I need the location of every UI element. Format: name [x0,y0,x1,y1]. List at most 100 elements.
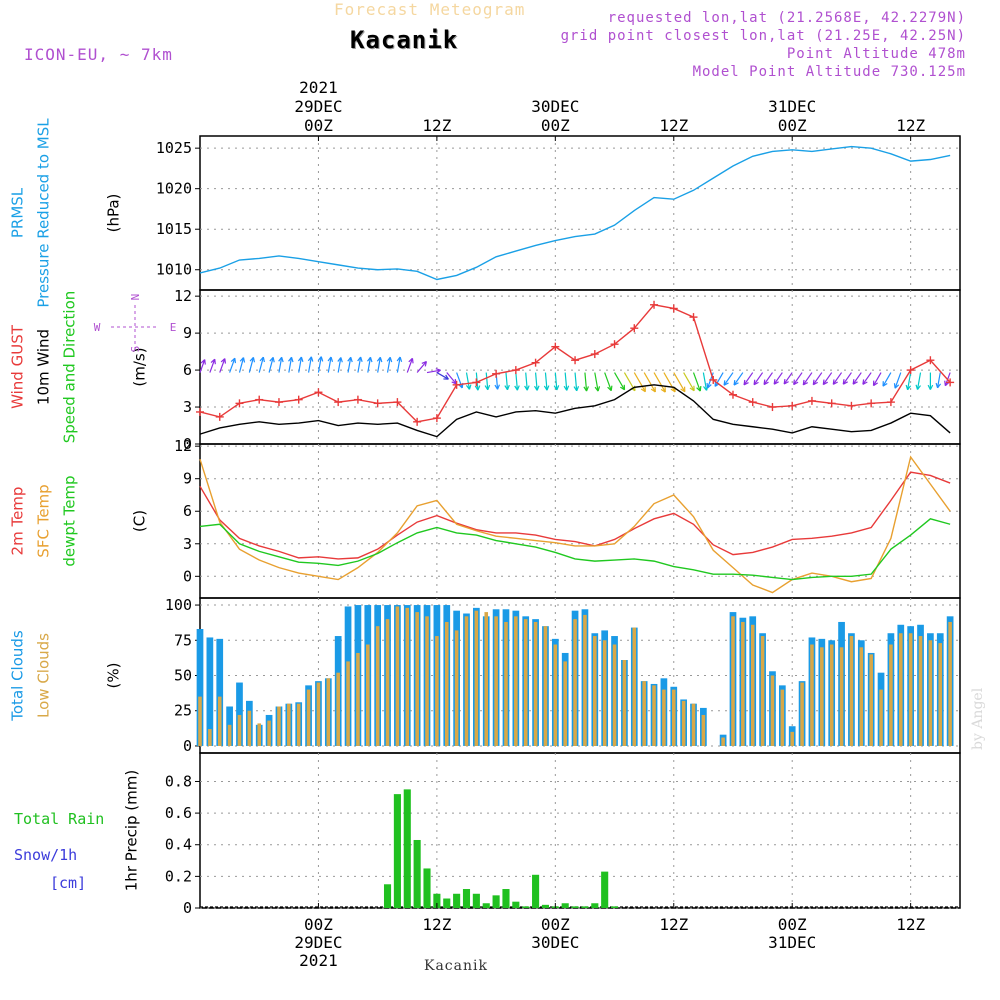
clouds-ylabel: Low Clouds [35,633,53,718]
wind-vector-head [533,385,538,391]
wind-vector-head [543,385,548,391]
wind-vector-head [680,388,686,393]
wind-vector [894,372,902,389]
footer-location: Kacanik [424,958,488,974]
wind-vector-head [882,382,888,387]
wind-vector-head [843,381,848,385]
wind-vector [907,372,912,390]
rain-bar [591,903,599,908]
low-cloud-bar [632,627,637,746]
wind-vector [288,357,293,373]
wind-vector-head [411,358,414,364]
wind-vector-head [802,379,805,385]
wind-vector [357,356,362,373]
wind-vector-head [327,356,332,362]
wind-vector-head [723,380,726,386]
low-cloud-bar [217,696,222,746]
low-cloud-bar [405,607,410,746]
rain-bar [541,904,550,908]
wind-vector-head [242,357,246,363]
wind-vector [663,372,676,393]
wind-vector-head [585,386,589,392]
low-cloud-bar [306,689,311,746]
wind-vector [714,372,724,387]
low-cloud-bar [346,661,350,746]
wind-ytick-label: 0 [183,435,192,453]
temperature-ytick-label: 0 [183,567,192,585]
precip-ytick-label: 0.6 [165,804,192,822]
wind-vector-head [773,379,776,385]
wind-vector-head [944,380,946,386]
wind-vector-head [803,382,808,386]
wind-vector-head [526,385,530,391]
precip-ytick-label: 0.4 [165,836,192,854]
rain-bar [423,868,431,908]
wind-vector-head [862,379,865,385]
wind-vector-head [514,385,518,391]
low-cloud-bar [573,619,577,746]
wind-vector [812,372,823,386]
precip-ytick-label: 0.2 [165,867,192,885]
temperature-ytick-label: 9 [183,470,192,488]
wind-vector-head [214,359,216,365]
wind-vector-head [753,379,756,385]
low-cloud-bar [760,636,765,746]
low-cloud-bar [612,644,617,746]
wind-vector [298,356,303,373]
wind-vector-head [907,385,912,391]
wind-ylabel: Wind GUST [9,324,27,409]
wind-vector-head [660,388,666,393]
model-label: ICON-EU, ~ 7km [24,45,173,64]
wind-vector-head [823,381,828,386]
wind-vector-head [307,356,312,362]
wind-vector-head [783,381,789,385]
low-cloud-bar [257,723,261,746]
wind-vector-head [366,356,371,362]
wind-vector-head [249,356,254,362]
tsfc-line [199,455,951,594]
low-cloud-bar [227,724,232,746]
low-cloud-bar [602,640,607,746]
bottom-time-label: 2021 [299,951,338,970]
low-cloud-bar [395,606,400,746]
low-cloud-bar [681,700,686,746]
wind-ylabel: Speed and Direction [61,291,79,444]
wind-vector [773,372,783,385]
wind-vector-head [793,379,795,385]
bottom-time-label: 00Z [778,915,807,934]
low-cloud-bar [652,685,656,746]
wind-vector-head [696,387,701,392]
wind-vector [406,358,413,373]
wind-vector [456,372,463,389]
rain-bar [383,884,392,908]
clouds-ytick-label: 50 [174,667,192,685]
low-cloud-bar [415,612,419,746]
low-cloud-bar [918,636,923,746]
wind-vector [219,358,226,373]
wind-vector-head [389,357,393,363]
wind-vector-head [281,357,284,363]
low-cloud-bar [671,689,676,746]
rain-bar [433,893,441,908]
wind-vector-head [465,384,470,390]
wind-vector-head [822,379,825,385]
bottom-time-label: 12Z [896,915,925,934]
low-cloud-bar [721,737,725,746]
wind-vector [347,357,352,373]
wind-vector [258,356,264,373]
precip-panel [195,752,961,909]
wind-vector-head [360,356,363,363]
location-title: Kacanik [350,26,459,54]
rain-bar [601,871,609,908]
wind-vector [763,372,773,385]
wind-vector [862,372,872,385]
wind-vector [653,372,666,393]
wind-vector-head [763,379,766,385]
low-cloud-bar [277,706,281,746]
supertitle: Forecast Meteogram [334,0,526,19]
wind-vector-head [793,381,799,386]
wind-vector [673,372,686,393]
low-cloud-bar [908,633,913,746]
wind-vector [723,372,734,386]
wind-vector-head [337,357,342,362]
